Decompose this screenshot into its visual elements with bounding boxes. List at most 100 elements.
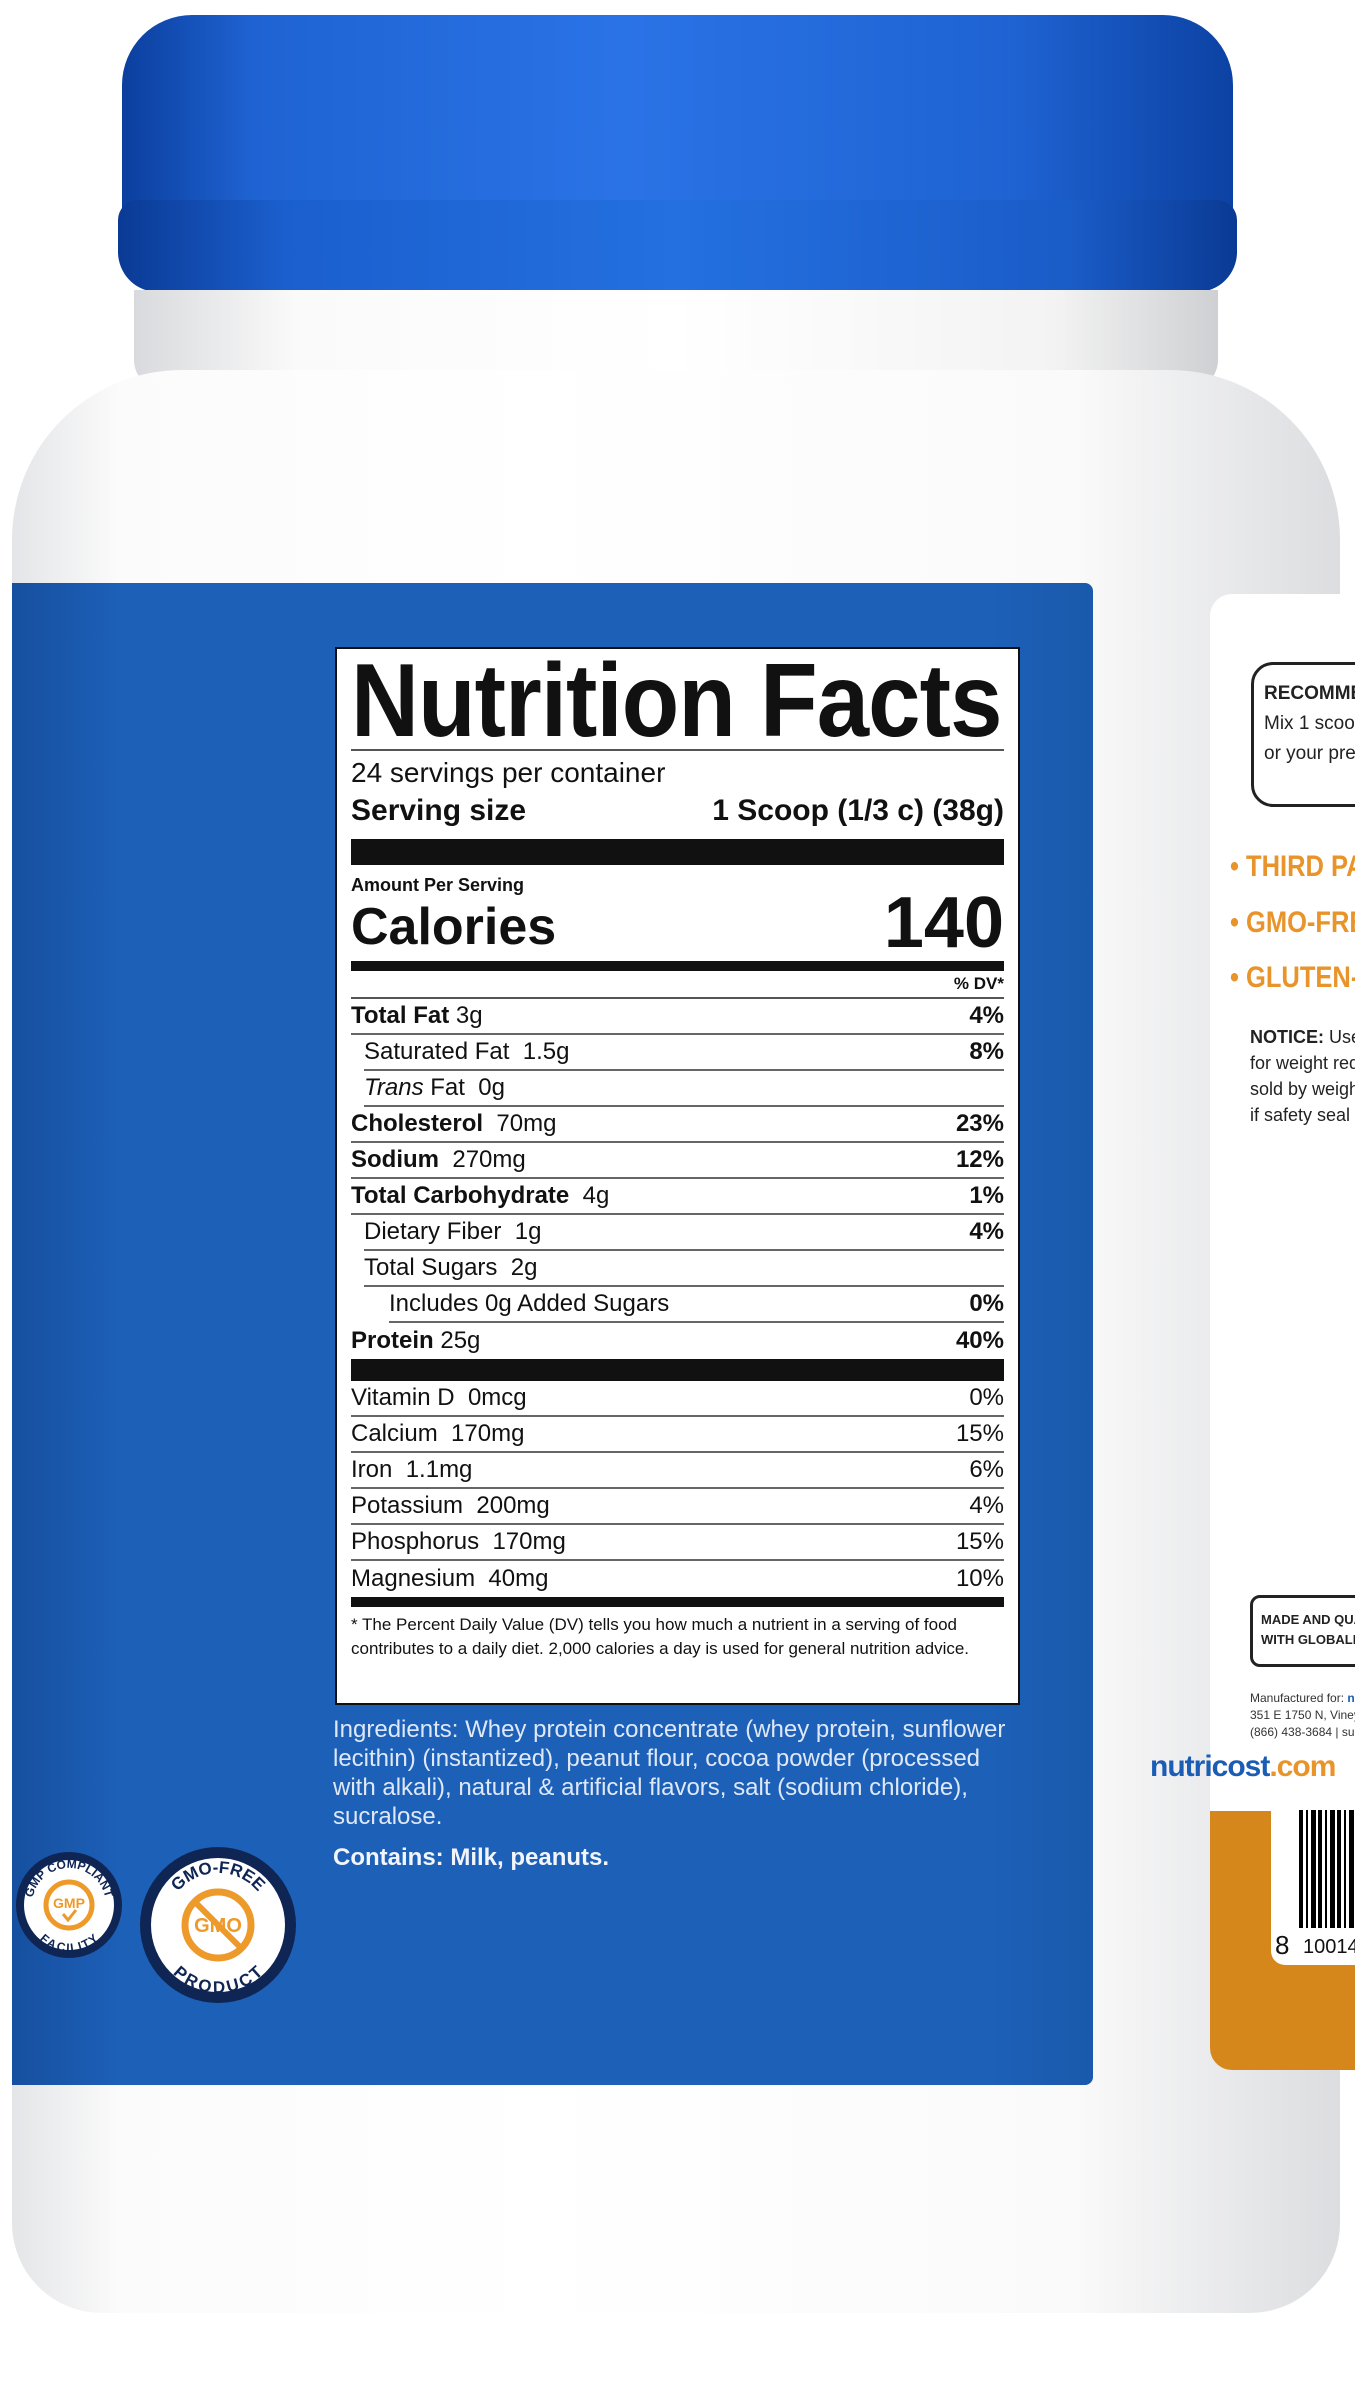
vitamin-dv: 0% [969,1384,1004,1411]
serving-size-label: Serving size [351,794,527,827]
nutrient-list: Total Fat 3g 4% Saturated Fat 1.5g 8% Tran… [351,999,1004,1359]
barcode-digit: 8 [1275,1930,1290,1960]
nutrient-amount: 1g [514,1218,542,1245]
serving-size-value: 1 Scoop (1/3 c) (38g) [712,794,1004,827]
nutrient-name: Saturated Fat [364,1038,510,1065]
vitamin-name: Vitamin D [351,1384,455,1411]
gmo-free-badge: GMO-FREE PRODUCT GMO [140,1847,296,2003]
vitamin-row: Calcium 170mg 15% [351,1417,1004,1453]
made-line: MADE AND QUALITY T [1261,1612,1355,1627]
nutricost-logo: nutricost.com [1150,1750,1336,1783]
nutrient-name: Total Fat [351,1002,450,1029]
vitamin-amount: 170mg [451,1420,525,1447]
phone: (866) 438-3684 | support@n [1250,1725,1355,1739]
gmp-badge-center-text: GMP [53,1895,85,1911]
nutrient-row: Sodium 270mg 12% [351,1143,1004,1179]
made-quality-box: MADE AND QUALITY T WITH GLOBALLY SOU [1250,1595,1355,1667]
serving-size: Serving size 1 Scoop (1/3 c) (38g) [351,791,1004,831]
notice-line: for weight reduct [1250,1053,1355,1073]
nutrient-amount: 25g [440,1327,481,1354]
nutrient-amount: 70mg [496,1110,557,1137]
vitamin-amount: 0mcg [467,1384,527,1411]
ingredients-text: Ingredients: Whey protein concentrate (w… [333,1716,1006,1830]
feature-bullet: • THIRD PART [1230,850,1355,883]
vitamin-name: Magnesium [351,1565,476,1592]
nutrient-name-suffix: Fat [430,1074,465,1101]
amount-per-serving: Amount Per Serving [351,875,525,895]
vitamin-dv: 15% [955,1528,1004,1555]
vitamin-dv: 4% [969,1492,1004,1519]
nutrient-row: Includes 0g Added Sugars 0% [389,1287,1004,1323]
barcode-bars [1299,1810,1355,1928]
checkmark-icon [61,1909,78,1923]
nutrient-row: Protein 25g 40% [351,1323,1004,1359]
manufactured-brand: nutricost [1347,1691,1355,1705]
vitamin-list: Vitamin D 0mcg 0% Calcium 170mg 15% Iron 1.1… [351,1381,1004,1597]
calories-label: Calories [351,898,557,956]
dv-footnote: * The Percent Daily Value (DV) tells you… [351,1615,970,1658]
nutrient-row: Trans Fat 0g [364,1071,1004,1107]
gmp-badge-bottom-text: FACILITY [37,1931,100,1955]
calories-value: 140 [883,883,1004,963]
prohibited-icon [181,1888,255,1962]
barcode: 8 10014 [1271,1790,1355,1965]
nutrient-amount: 3g [455,1002,483,1029]
notice-label: NOTICE: [1250,1027,1324,1047]
notice-line: if safety seal is bro [1250,1105,1355,1125]
nutrient-amount: 270mg [452,1146,526,1173]
notice-line: Use this p [1329,1027,1355,1047]
vitamin-amount: 40mg [488,1565,549,1592]
notice-line: sold by weight, ra [1250,1079,1355,1099]
logo-suffix: .com [1269,1750,1336,1783]
svg-text:FACILITY: FACILITY [37,1931,100,1955]
address: 351 E 1750 N, Vineyard, UT 8 [1250,1708,1355,1722]
nutrient-row: Total Fat 3g 4% [351,999,1004,1035]
divider [351,749,1004,751]
feature-bullet: • GMO-FREE [1230,906,1355,939]
nutrient-dv: 1% [969,1182,1004,1209]
nutrient-dv: 23% [955,1110,1004,1137]
nutrient-row: Total Carbohydrate 4g 1% [351,1179,1004,1215]
made-line: WITH GLOBALLY SOU [1261,1632,1355,1647]
nutrient-dv: 4% [969,1002,1004,1029]
vitamin-amount: 200mg [476,1492,550,1519]
nutrient-amount: 1.5g [522,1038,570,1065]
nutrient-name: Dietary Fiber [364,1218,502,1245]
nutrient-dv: 8% [969,1038,1004,1065]
recommended-line: or your prefere [1264,743,1355,764]
barcode-digit: 10014 [1303,1936,1355,1958]
thick-divider [351,1359,1004,1381]
nutrient-amount: 2g [510,1254,538,1281]
vitamin-name: Iron [351,1456,393,1483]
nutrient-row: Dietary Fiber 1g 4% [364,1215,1004,1251]
recommended-use-box: RECOMMEND Mix 1 scoop (ap or your prefer… [1251,662,1355,807]
bottle-cap-rim [118,200,1237,292]
nutrient-dv: 0% [969,1290,1004,1317]
medium-divider [351,1597,1004,1607]
gmp-compliant-badge: GMP COMPLIANT FACILITY GMP [16,1852,122,1958]
vitamin-row: Iron 1.1mg 6% [351,1453,1004,1489]
vitamin-dv: 10% [955,1565,1004,1592]
nutrient-dv: 12% [955,1146,1004,1173]
vitamin-name: Potassium [351,1492,464,1519]
vitamin-amount: 170mg [492,1528,566,1555]
vitamin-row: Phosphorus 170mg 15% [351,1525,1004,1561]
nutrient-dv: 40% [955,1327,1004,1354]
nutrient-amount: 0g [478,1074,505,1101]
allergen-statement: Contains: Milk, peanuts. [333,1844,610,1871]
nutrition-facts-panel: Nutrition Facts 24 servings per containe… [335,647,1020,1705]
nutrient-name: Cholesterol [351,1110,484,1137]
logo-main: nutricost [1150,1750,1270,1783]
manufacturer-info: Manufactured for: nutricost 351 E 1750 N… [1250,1690,1355,1741]
nutrient-name: Sodium [351,1146,439,1173]
recommended-title: RECOMMEND [1264,683,1355,704]
calories-row: Calories 140 [351,887,1004,959]
vitamin-name: Calcium [351,1420,438,1447]
nutrition-facts-title: Nutrition Facts [351,647,1002,759]
nutrient-name: Protein [351,1327,434,1354]
nutrient-row: Saturated Fat 1.5g 8% [364,1035,1004,1071]
nutrient-amount: 4g [582,1182,610,1209]
ingredients-block: Ingredients: Whey protein concentrate (w… [333,1715,1023,1872]
nutrient-row: Cholesterol 70mg 23% [351,1107,1004,1143]
medium-divider [351,961,1004,971]
